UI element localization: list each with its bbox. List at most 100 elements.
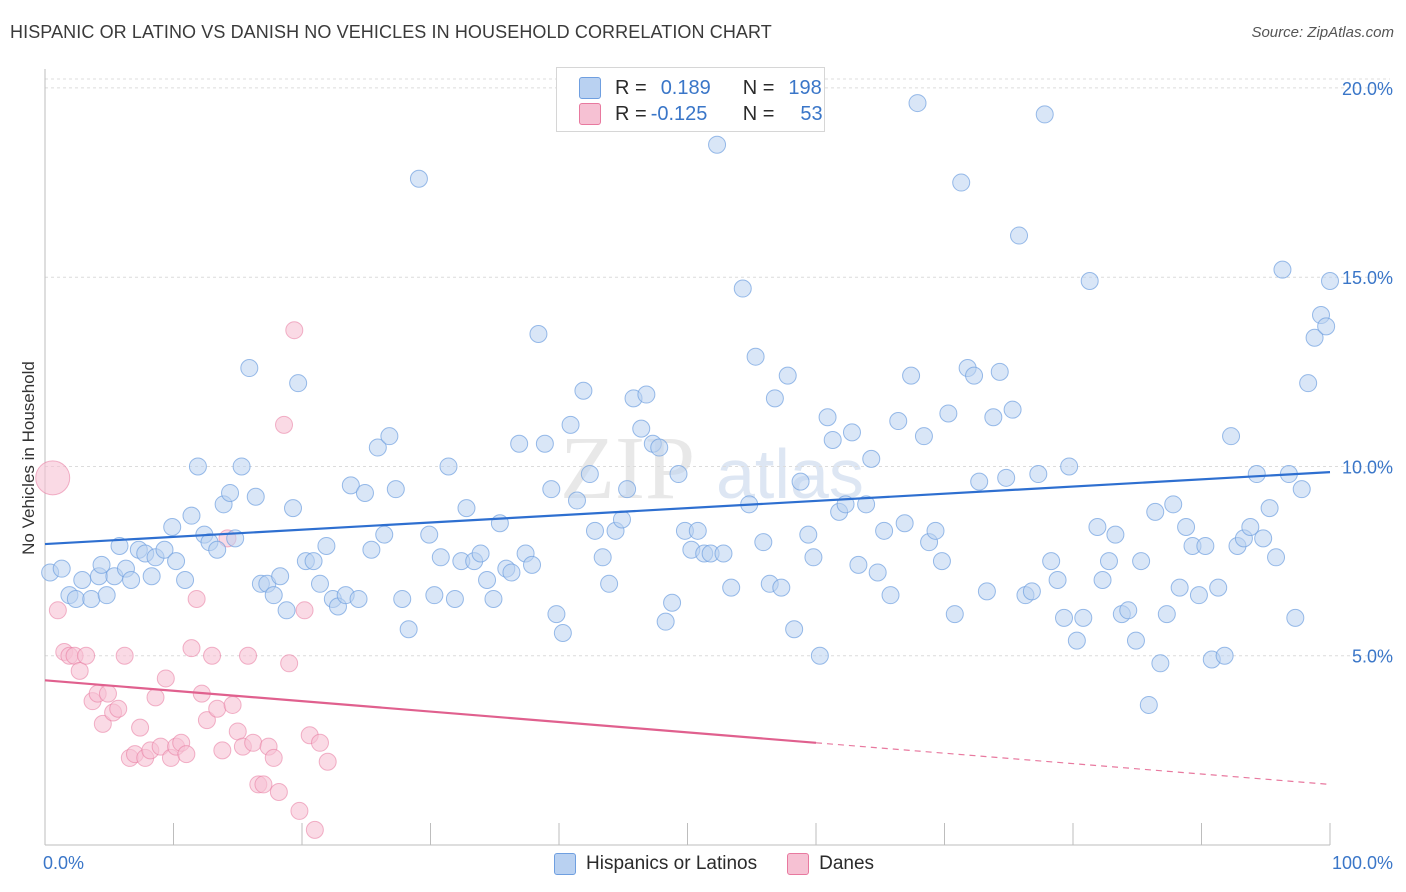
hispanic-point xyxy=(1048,571,1067,590)
x-tick-labels: 0.0% 100.0% xyxy=(43,853,1393,873)
hispanic-point xyxy=(92,555,111,574)
y-tick-label: 10.0% xyxy=(1342,457,1393,477)
hispanic-point xyxy=(754,533,773,552)
legend-row-danes: R = -0.125 N = 53 xyxy=(579,101,823,127)
legend-label-danes: Danes xyxy=(819,853,875,874)
hispanic-point xyxy=(362,540,381,559)
hispanic-point xyxy=(772,578,791,597)
danes-point xyxy=(93,714,112,733)
axes xyxy=(44,69,1331,846)
hispanic-point xyxy=(669,465,688,484)
hispanic-point xyxy=(457,499,476,518)
legend-row-hispanic: R = 0.189 N = 198 xyxy=(579,75,822,101)
hispanic-point xyxy=(502,563,521,582)
hispanic-point xyxy=(1222,427,1241,446)
hispanic-trend-line xyxy=(44,471,1331,546)
hispanic-point xyxy=(523,555,542,574)
hispanic-point xyxy=(1215,646,1234,665)
hispanic-point xyxy=(567,491,586,510)
hispanic-point xyxy=(310,574,329,593)
hispanic-point xyxy=(1267,548,1286,567)
chart-title: HISPANIC OR LATINO VS DANISH NO VEHICLES… xyxy=(10,22,772,42)
hispanic-point xyxy=(600,574,619,593)
hispanic-point xyxy=(478,571,497,590)
hispanic-point xyxy=(914,427,933,446)
hispanic-point xyxy=(984,408,1003,427)
hispanic-point xyxy=(232,457,251,476)
hispanic-point xyxy=(1305,328,1324,347)
watermark: ZIP atlas xyxy=(560,419,864,518)
hispanic-point xyxy=(375,525,394,544)
hispanic-point xyxy=(484,589,503,608)
hispanic-point xyxy=(1093,571,1112,590)
legend-n-label: N = xyxy=(742,76,775,99)
hispanic-point xyxy=(341,476,360,495)
hispanic-point xyxy=(1164,495,1183,514)
danes-point xyxy=(70,661,89,680)
hispanic-point xyxy=(875,521,894,540)
hispanic-point xyxy=(289,374,308,393)
hispanic-point xyxy=(66,589,85,608)
hispanic-point xyxy=(714,544,733,563)
danes-point xyxy=(98,684,117,703)
legend-item-danes: Danes xyxy=(787,853,874,875)
hispanic-point xyxy=(264,586,283,605)
hispanic-point xyxy=(277,601,296,620)
danes-point xyxy=(264,748,283,767)
danes-point xyxy=(213,741,232,760)
hispanic-point xyxy=(155,540,174,559)
danes-point xyxy=(208,699,227,718)
hispanic-point xyxy=(82,589,101,608)
danes-trend-line xyxy=(44,679,817,744)
hispanic-point xyxy=(163,518,182,537)
legend-n-label: N = xyxy=(742,102,775,125)
hispanic-point xyxy=(386,480,405,499)
danes-point xyxy=(295,601,314,620)
hispanic-point xyxy=(939,404,958,423)
danes-point xyxy=(197,711,216,730)
hispanic-point xyxy=(997,468,1016,487)
danes-point xyxy=(48,601,67,620)
hispanic-point xyxy=(618,480,637,499)
hispanic-point xyxy=(688,521,707,540)
danes-point xyxy=(156,669,175,688)
danes-point xyxy=(146,688,165,707)
danes-point xyxy=(269,783,288,802)
hispanic-point xyxy=(535,434,554,453)
danes-point xyxy=(177,745,196,764)
hispanic-point xyxy=(823,430,842,449)
hispanic-point xyxy=(420,525,439,544)
hispanic-point xyxy=(1055,608,1074,627)
y-tick-labels: 5.0% 10.0% 15.0% 20.0% xyxy=(1342,79,1393,667)
hispanic-point xyxy=(355,483,374,502)
hispanic-point xyxy=(868,563,887,582)
legend-item-hispanic: Hispanics or Latinos xyxy=(554,853,757,875)
hispanic-point xyxy=(471,544,490,563)
hispanic-point xyxy=(810,646,829,665)
danes-point xyxy=(77,646,96,665)
hispanic-point xyxy=(1292,480,1311,499)
hispanic-point xyxy=(778,366,797,385)
trend-lines xyxy=(44,471,1331,786)
hispanic-point xyxy=(1146,502,1165,521)
hispanic-point xyxy=(895,514,914,533)
hispanic-point xyxy=(304,552,323,571)
y-axis-label: No Vehicles in Household xyxy=(19,361,38,555)
legend-swatch-blue xyxy=(579,77,601,99)
hispanic-point xyxy=(1189,586,1208,605)
hispanic-point xyxy=(1003,400,1022,419)
legend-r-label: R = xyxy=(615,102,647,125)
hispanic-point xyxy=(889,412,908,431)
danes-point xyxy=(131,718,150,737)
hispanic-point xyxy=(842,423,861,442)
danes-point xyxy=(254,775,273,794)
danes-point xyxy=(318,752,337,771)
hispanic-point xyxy=(221,483,240,502)
hispanic-point xyxy=(1088,518,1107,537)
hispanic-point xyxy=(908,94,927,113)
hispanic-point xyxy=(97,586,116,605)
danes-point xyxy=(280,654,299,673)
hispanic-point xyxy=(574,381,593,400)
hispanic-point xyxy=(445,589,464,608)
hispanic-point xyxy=(284,499,303,518)
